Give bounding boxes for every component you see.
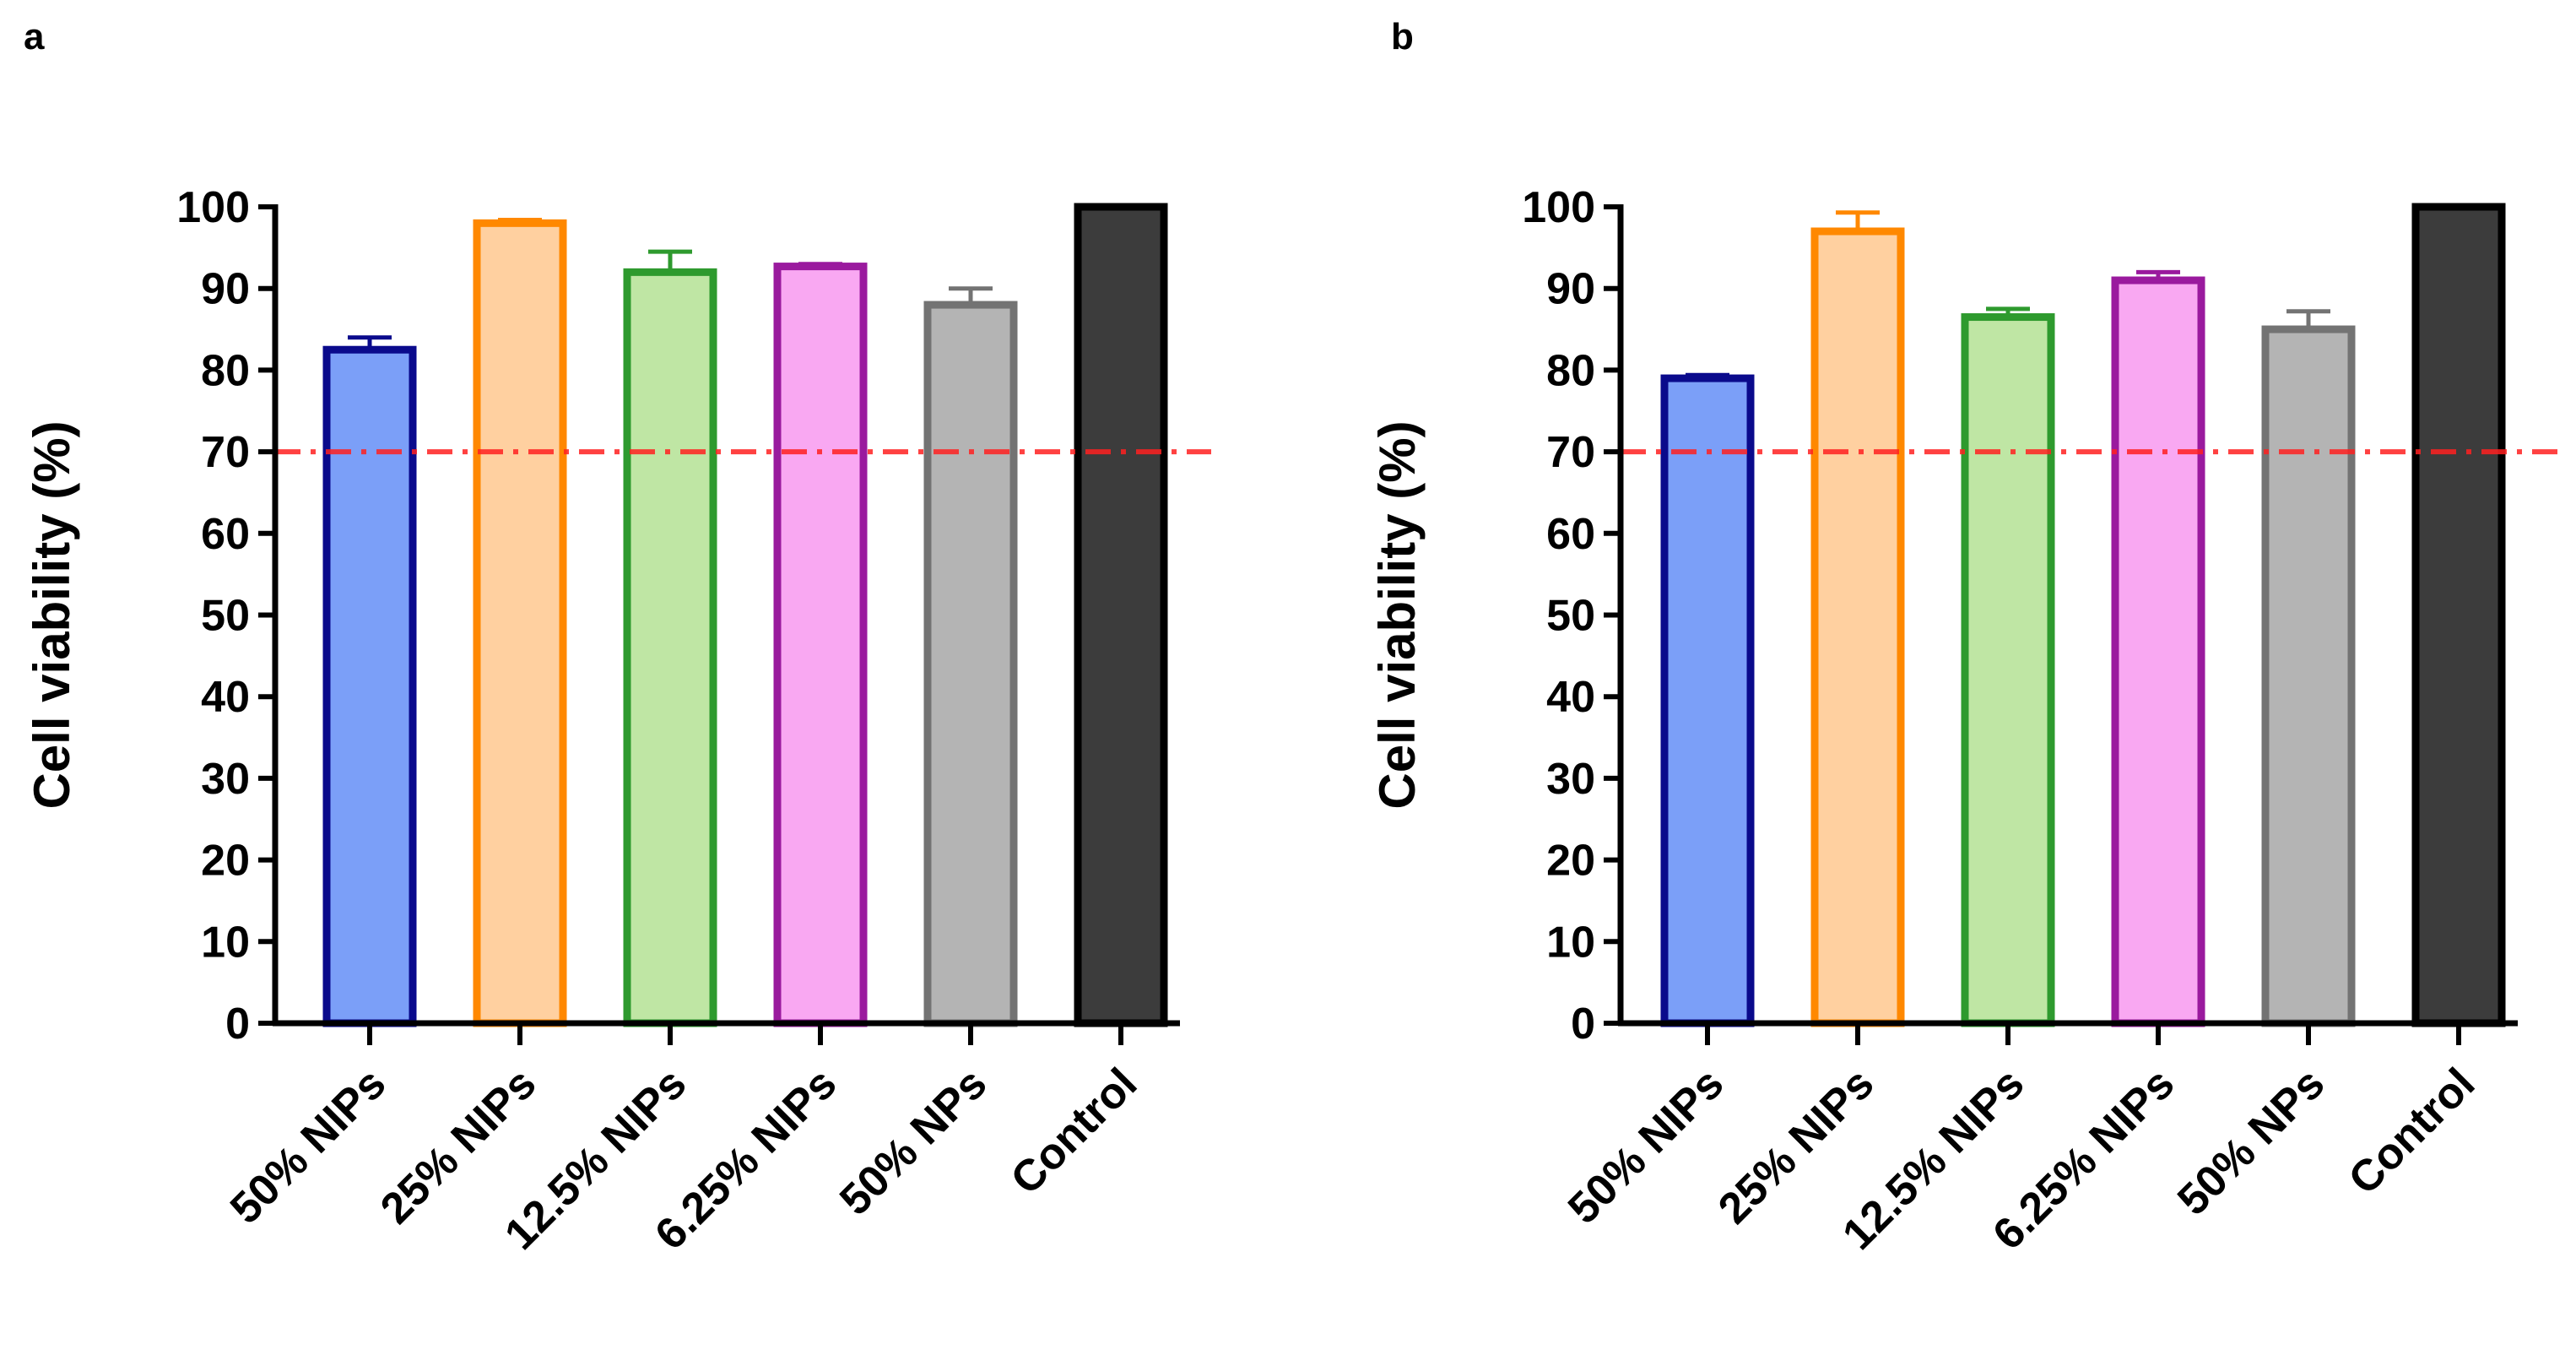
y-tick-label: 20 — [201, 837, 250, 886]
y-tick-label: 0 — [1571, 1000, 1595, 1049]
bar-50-nips — [1664, 378, 1751, 1023]
category-label: 50% NIPs — [221, 1059, 396, 1233]
category-label: 50% NIPs — [1559, 1059, 1734, 1233]
y-tick-label: 80 — [201, 346, 250, 395]
y-tick-label: 60 — [1546, 510, 1595, 559]
panel-letter-b: b — [1391, 16, 1414, 57]
figure: a b 010203040506070809010050% NIPs25% NI… — [0, 0, 2576, 1355]
bar-control — [2416, 207, 2502, 1023]
y-tick-label: 20 — [1546, 837, 1595, 886]
bar-50-nps — [2265, 329, 2351, 1023]
y-tick-label: 100 — [176, 183, 250, 232]
y-tick-label: 90 — [201, 265, 250, 314]
y-tick-label: 30 — [201, 755, 250, 804]
y-tick-label: 80 — [1546, 346, 1595, 395]
category-label: 50% NPs — [831, 1059, 996, 1224]
y-tick-label: 60 — [201, 510, 250, 559]
bar-6-25-nips — [2115, 280, 2201, 1023]
y-axis-title: Cell viability (%) — [24, 420, 80, 809]
bar-50-nps — [928, 305, 1014, 1023]
category-label: Control — [1002, 1059, 1147, 1204]
y-tick-label: 70 — [1546, 428, 1595, 477]
y-tick-label: 30 — [1546, 755, 1595, 804]
y-tick-label: 10 — [201, 918, 250, 967]
bar-12-5-nips — [627, 272, 713, 1023]
y-tick-label: 40 — [201, 673, 250, 722]
bar-control — [1078, 207, 1164, 1023]
y-tick-label: 50 — [1546, 592, 1595, 641]
category-label: Control — [2340, 1059, 2485, 1204]
y-tick-label: 90 — [1546, 265, 1595, 314]
category-label: 50% NPs — [2168, 1059, 2334, 1224]
y-tick-label: 10 — [1546, 918, 1595, 967]
bar-25-nips — [1815, 231, 1901, 1023]
y-tick-label: 50 — [201, 592, 250, 641]
y-tick-label: 70 — [201, 428, 250, 477]
y-tick-label: 0 — [225, 1000, 250, 1049]
bar-25-nips — [477, 223, 563, 1023]
bar-6-25-nips — [777, 267, 863, 1023]
y-tick-label: 40 — [1546, 673, 1595, 722]
y-tick-label: 100 — [1522, 183, 1595, 232]
y-axis-title: Cell viability (%) — [1369, 420, 1426, 809]
bar-12-5-nips — [1965, 317, 2051, 1023]
panel-letter-a: a — [24, 16, 45, 57]
